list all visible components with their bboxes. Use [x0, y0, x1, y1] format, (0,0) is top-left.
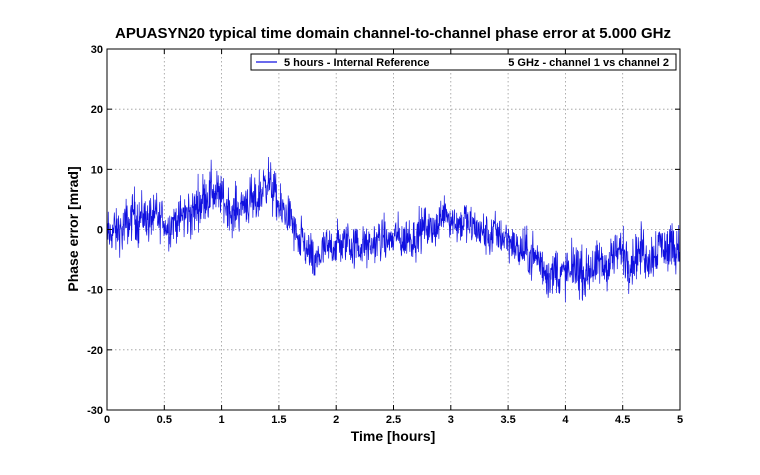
x-tick-label: 0.5: [157, 414, 172, 426]
y-tick-label: 30: [91, 44, 103, 56]
y-tick-label: 0: [97, 225, 103, 237]
x-axis-label: Time [hours]: [351, 428, 436, 444]
x-tick-label: 5: [677, 414, 683, 426]
x-tick-label: 2.5: [386, 414, 401, 426]
axis-ticks: 0 0.5 1 1.5 2 2.5 3 3.5 4 4.5 5 -30 -20 -10 0 10 20 30: [87, 44, 683, 426]
grid: [107, 49, 680, 410]
y-tick-label: 10: [91, 164, 103, 176]
legend-note: 5 GHz - channel 1 vs channel 2: [508, 57, 669, 69]
legend: 5 hours - Internal Reference 5 GHz - cha…: [250, 53, 677, 71]
legend-entry-internal-reference: 5 hours - Internal Reference: [284, 57, 430, 69]
y-tick-label: 20: [91, 104, 103, 116]
x-tick-label: 3.5: [500, 414, 515, 426]
x-tick-label: 4.5: [615, 414, 630, 426]
x-tick-label: 0: [104, 414, 110, 426]
y-tick-label: -30: [87, 405, 103, 417]
chart-title: APUASYN20 typical time domain channel-to…: [115, 25, 671, 42]
y-tick-label: -20: [87, 345, 103, 357]
x-tick-label: 3: [448, 414, 454, 426]
y-axis-label: Phase error [mrad]: [65, 166, 81, 291]
x-tick-label: 1: [219, 414, 225, 426]
legend-box: [250, 53, 677, 71]
x-tick-label: 2: [333, 414, 339, 426]
x-tick-label: 4: [562, 414, 569, 426]
x-tick-label: 1.5: [271, 414, 286, 426]
y-tick-label: -10: [87, 285, 103, 297]
series-line-internal-reference: [107, 157, 680, 303]
